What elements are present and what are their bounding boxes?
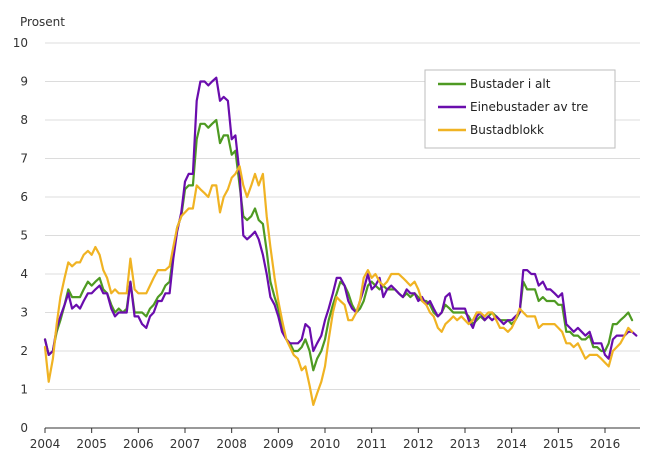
x-tick-label: 2011 [356,437,387,451]
series-line-einebustader-av-tre [43,76,638,360]
y-axis-label: Prosent [20,15,65,29]
series-lines [43,76,638,406]
y-tick-label: 1 [20,383,28,397]
x-tick-label: 2006 [123,437,154,451]
legend-label-einebustader-av-tre: Einebustader av tre [470,100,588,114]
y-tick-label: 5 [20,229,28,243]
y-axis: 0 1 2 3 4 5 6 7 8 9 10 [13,36,28,435]
x-tick-label: 2008 [216,437,247,451]
series-line-bustader-i-alt [43,118,634,372]
x-tick-label: 2007 [170,437,201,451]
y-tick-label: 3 [20,306,28,320]
y-tick-label: 7 [20,152,28,166]
y-tick-label: 9 [20,75,28,89]
series-line-bustadblokk [43,165,634,406]
legend-label-bustadblokk: Bustadblokk [470,123,544,137]
x-tick-label: 2016 [590,437,621,451]
x-tick-label: 2014 [496,437,527,451]
y-tick-label: 6 [20,190,28,204]
x-axis: 2004 2005 2006 2007 2008 2009 2010 2011 2012 2013… [30,427,640,451]
x-tick-label: 2013 [450,437,481,451]
legend: Bustader i alt Einebustader av tre Busta… [424,69,616,149]
x-tick-label: 2005 [76,437,107,451]
x-tick-label: 2012 [403,437,434,451]
x-tick-label: 2004 [30,437,61,451]
y-tick-label: 2 [20,344,28,358]
legend-label-bustader-i-alt: Bustader i alt [470,77,551,91]
gridlines [45,42,640,390]
y-tick-label: 10 [13,36,28,50]
y-tick-label: 0 [20,421,28,435]
y-tick-label: 8 [20,113,28,127]
x-tick-label: 2009 [263,437,294,451]
x-tick-label: 2015 [543,437,574,451]
x-tick-label: 2010 [310,437,341,451]
y-tick-label: 4 [20,267,28,281]
